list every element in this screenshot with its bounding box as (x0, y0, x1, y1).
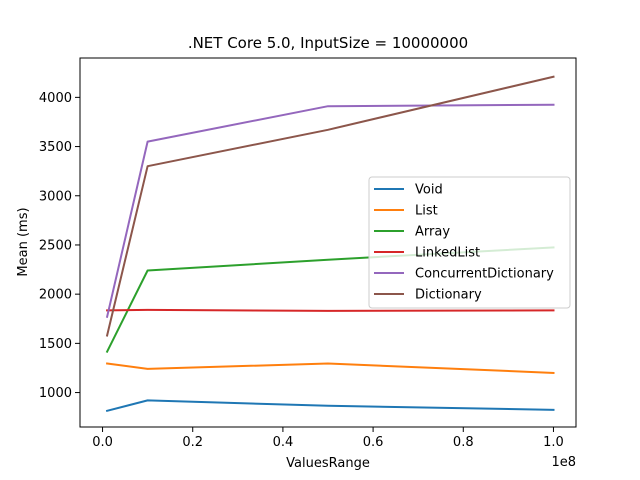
x-tick-label: 0.8 (453, 435, 474, 450)
legend-label-dictionary: Dictionary (415, 288, 482, 303)
y-tick-label: 1500 (39, 337, 72, 352)
legend-label-array: Array (415, 225, 450, 240)
y-tick-label: 4000 (39, 91, 72, 106)
y-tick-label: 3500 (39, 140, 72, 155)
legend-label-linkedlist: LinkedList (415, 246, 480, 261)
legend: Void List Array LinkedList ConcurrentDiction… (368, 176, 571, 309)
x-axis-offset-label: 1e8 (551, 455, 576, 470)
series-line-concurrentdictionary (105, 103, 555, 318)
x-tick-label: 0.6 (363, 435, 384, 450)
series-layer (105, 75, 555, 413)
x-tick-label: 0.0 (92, 435, 113, 450)
y-tick-label: 1000 (39, 386, 72, 401)
legend-items: Void List Array LinkedList ConcurrentDiction… (374, 183, 554, 303)
legend-label-void: Void (415, 183, 443, 198)
legend-label-list: List (415, 204, 438, 219)
series-line-dictionary (105, 75, 555, 337)
y-tick-label: 3000 (39, 189, 72, 204)
series-line-void (105, 399, 555, 413)
x-axis-label: ValuesRange (286, 456, 370, 471)
x-tick-label: 0.4 (273, 435, 294, 450)
legend-label-concurrentdictionary: ConcurrentDictionary (415, 267, 554, 282)
y-axis-label: Mean (ms) (16, 207, 31, 276)
chart-title: .NET Core 5.0, InputSize = 10000000 (188, 34, 468, 52)
legend-box (368, 176, 571, 309)
y-tick-label: 2000 (39, 288, 72, 303)
x-tick-label: 0.2 (182, 435, 203, 450)
y-axis: 1000 1500 2000 2500 3000 3500 4000 (39, 91, 80, 401)
x-axis: 0.0 0.2 0.4 0.6 0.8 1.0 (92, 427, 564, 450)
y-tick-label: 2500 (39, 238, 72, 253)
x-tick-label: 1.0 (543, 435, 564, 450)
series-line-linkedlist (106, 308, 555, 312)
plot-area-frame (79, 57, 577, 428)
series-line-list (105, 362, 555, 374)
